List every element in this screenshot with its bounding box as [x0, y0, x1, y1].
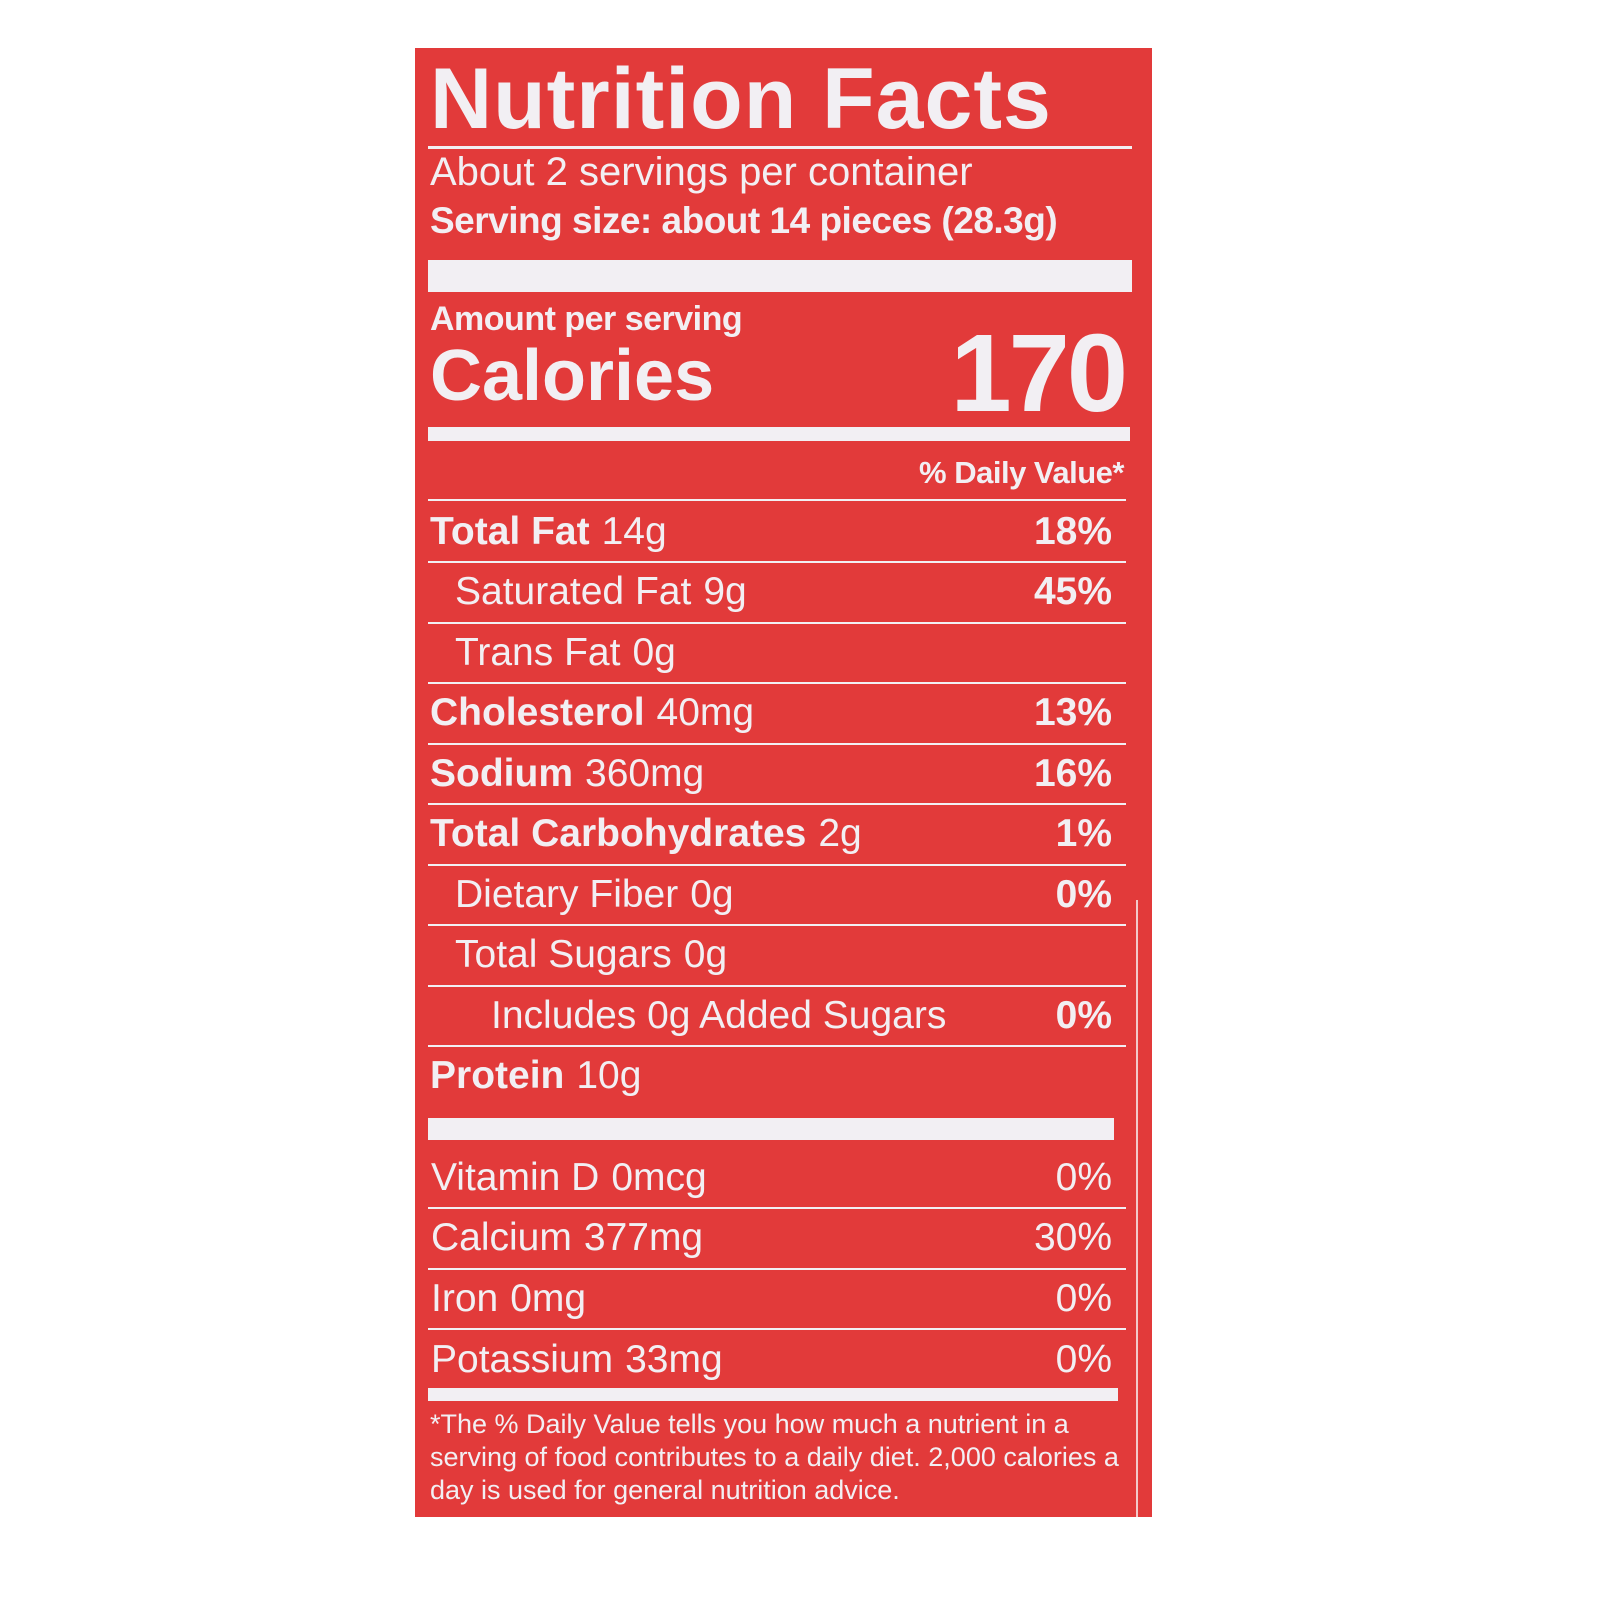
nutrient-name: Protein	[430, 1054, 565, 1097]
nutrient-daily-value: 0%	[1055, 872, 1112, 916]
nutrient-amount: 0g	[683, 933, 728, 976]
nutrient-name: Total Carbohydrates	[430, 812, 807, 855]
nutrient-amount: 0g	[632, 630, 676, 674]
nutrition-label	[415, 48, 1152, 1517]
nutrient-amount: 360mg	[585, 751, 705, 795]
nutrient-row: Trans Fat 0g	[428, 623, 1126, 684]
nutrient-daily-value: 16%	[1033, 751, 1112, 795]
vitamin-row: Iron 0mg 0%	[428, 1269, 1126, 1331]
nutrient-name: Cholesterol	[430, 691, 645, 734]
label-title: Nutrition Facts	[430, 51, 1052, 147]
vitamin-row: Vitamin D 0mcg 0%	[428, 1148, 1126, 1209]
nutrient-amount: 0g	[690, 872, 734, 916]
nutrient-amount: 40mg	[656, 691, 755, 734]
vitamin-name: Iron	[431, 1276, 499, 1320]
vitamin-daily-value: 30%	[1033, 1216, 1112, 1260]
thick-divider	[428, 260, 1132, 292]
vitamin-amount: 33mg	[625, 1337, 723, 1381]
vitamin-name: Potassium	[431, 1337, 614, 1381]
nutrient-row: Cholesterol 40mg 13%	[428, 684, 1126, 745]
divider	[428, 499, 1126, 501]
vitamin-daily-value: 0%	[1055, 1155, 1112, 1199]
divider	[428, 146, 1132, 149]
nutrient-amount: 10g	[576, 1054, 642, 1097]
nutrient-row: Total Fat 14g 18%	[428, 502, 1126, 563]
nutrient-amount: 9g	[703, 570, 747, 613]
thick-divider	[428, 1118, 1114, 1140]
vitamin-row: Potassium 33mg 0%	[428, 1330, 1126, 1389]
nutrient-name: Sodium	[430, 751, 573, 795]
nutrient-row: Includes 0g Added Sugars 0%	[428, 986, 1126, 1047]
nutrient-daily-value: 1%	[1055, 812, 1112, 855]
vitamin-amount: 377mg	[583, 1216, 704, 1260]
calories-label: Calories	[430, 336, 715, 416]
nutrient-daily-value: 45%	[1033, 570, 1112, 613]
footnote: *The % Daily Value tells you how much a …	[430, 1409, 1119, 1505]
nutrient-amount: 2g	[818, 812, 862, 855]
medium-divider	[428, 1388, 1118, 1401]
vitamin-daily-value: 0%	[1055, 1337, 1112, 1381]
nutrient-row: Sodium 360mg 16%	[428, 744, 1126, 805]
nutrient-name: Dietary Fiber	[455, 872, 679, 916]
nutrient-name: Includes 0g Added Sugars	[491, 993, 947, 1037]
amount-per-serving: Amount per serving	[430, 300, 743, 338]
nutrient-row: Saturated Fat 9g 45%	[428, 563, 1126, 624]
nutrient-name: Total Sugars	[455, 933, 672, 976]
nutrient-row: Protein 10g	[428, 1047, 1126, 1106]
daily-value-header: % Daily Value*	[919, 455, 1124, 490]
nutrient-daily-value: 13%	[1033, 691, 1112, 734]
nutrient-daily-value: 0%	[1055, 993, 1112, 1037]
medium-divider	[428, 427, 1130, 441]
servings-per-container: About 2 servings per container	[430, 150, 973, 194]
vitamin-daily-value: 0%	[1055, 1276, 1112, 1320]
vitamin-name: Vitamin D	[431, 1155, 600, 1199]
nutrient-row: Total Sugars 0g	[428, 926, 1126, 987]
serving-size: Serving size: about 14 pieces (28.3g)	[430, 200, 1058, 241]
nutrient-name: Trans Fat	[455, 630, 621, 674]
nutrient-name: Total Fat	[430, 509, 590, 553]
vitamin-amount: 0mcg	[611, 1155, 707, 1199]
vitamin-amount: 0mg	[510, 1276, 587, 1320]
nutrient-name: Saturated Fat	[455, 570, 692, 613]
nutrient-row: Dietary Fiber 0g 0%	[428, 865, 1126, 926]
vitamin-name: Calcium	[431, 1216, 572, 1260]
nutrient-amount: 14g	[601, 509, 667, 553]
calories-value: 170	[950, 312, 1128, 435]
nutrient-row: Total Carbohydrates 2g 1%	[428, 805, 1126, 866]
nutrient-daily-value: 18%	[1033, 509, 1112, 553]
label-edge-line	[1136, 900, 1138, 1517]
vitamin-row: Calcium 377mg 30%	[428, 1209, 1126, 1270]
